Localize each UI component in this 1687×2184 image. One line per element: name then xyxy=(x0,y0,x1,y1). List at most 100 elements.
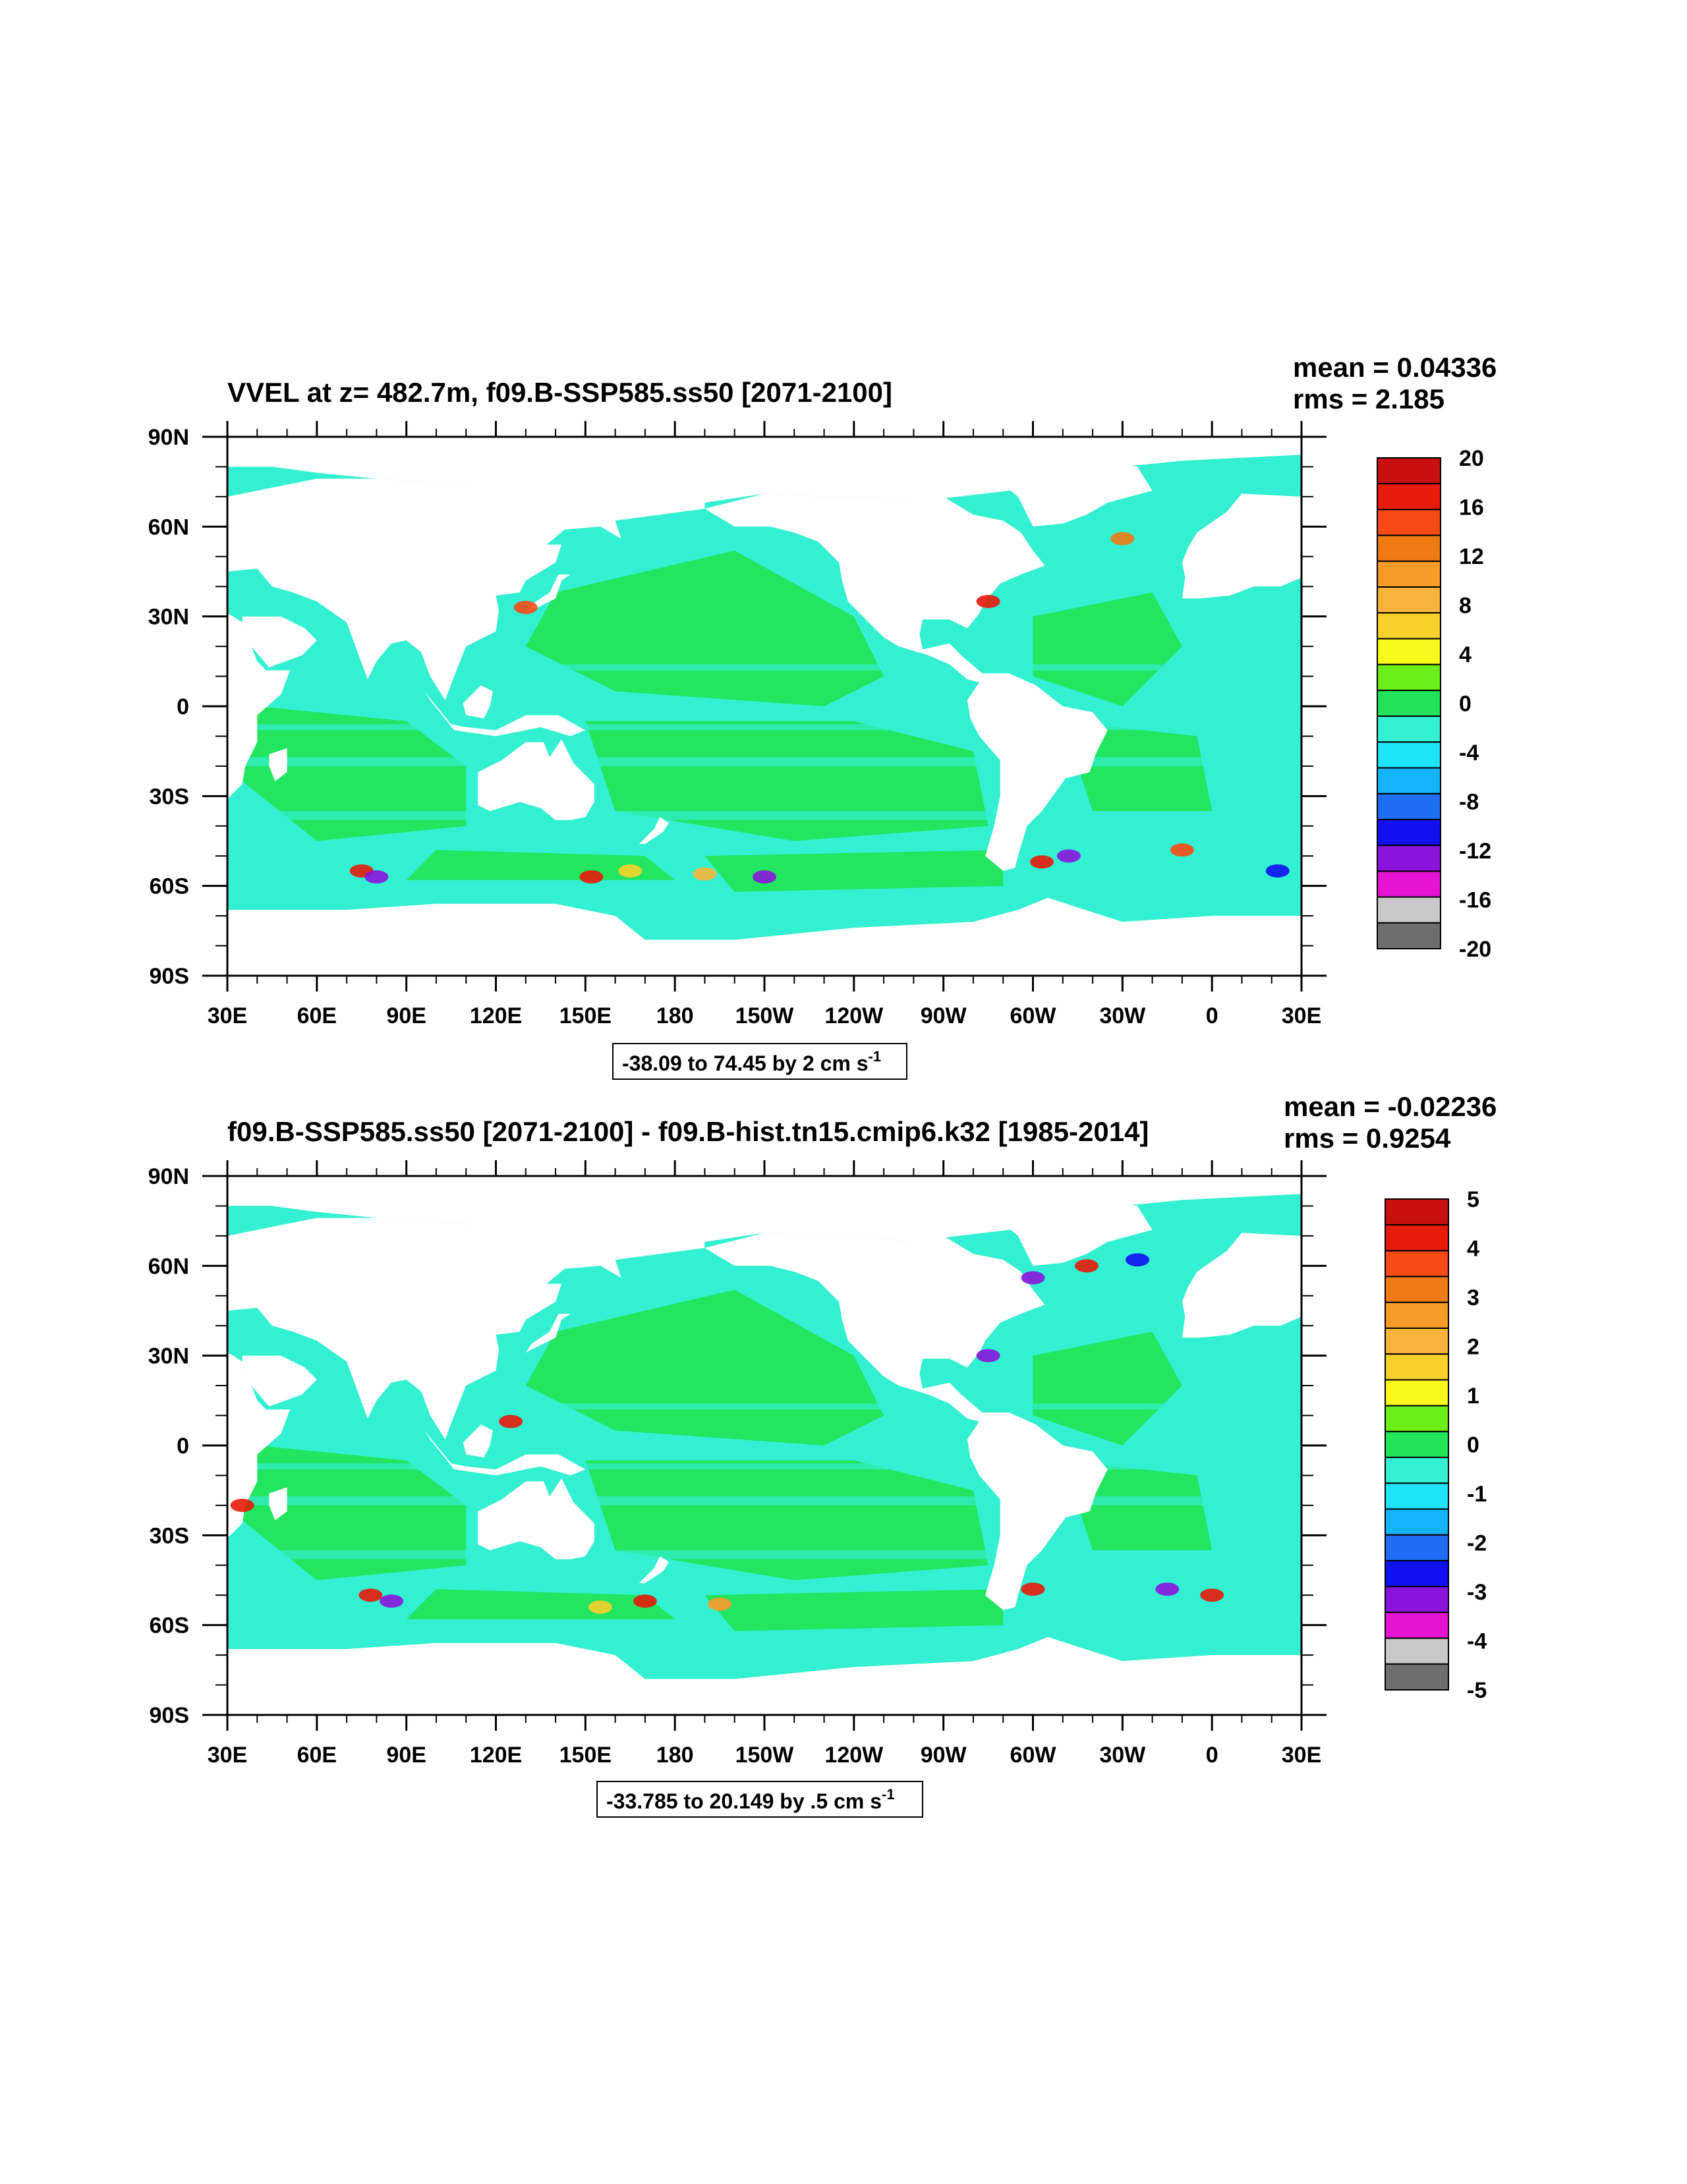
x-tick-label: 180 xyxy=(656,1743,694,1768)
anomaly-hotspot xyxy=(633,1594,657,1608)
x-tick-label: 60W xyxy=(1010,1003,1057,1028)
anomaly-hotspot xyxy=(1155,1582,1180,1596)
colorbar-swatch xyxy=(1377,741,1441,769)
x-tick-label: 150E xyxy=(559,1003,612,1028)
x-tick-label: 30E xyxy=(208,1003,248,1028)
anomaly-hotspot xyxy=(1200,1588,1224,1602)
colorbar-swatch xyxy=(1377,793,1441,820)
colorbar-swatch xyxy=(1385,1224,1449,1252)
ocean-cyan-band xyxy=(227,1583,1301,1590)
colorbar-label: -1 xyxy=(1467,1482,1487,1507)
land-mask-antarctica xyxy=(227,897,1301,976)
colorbar-label: -4 xyxy=(1459,741,1479,766)
anomaly-hotspot xyxy=(364,870,389,884)
colorbar-swatch xyxy=(1377,767,1441,795)
colorbar-swatch xyxy=(1377,534,1441,562)
ocean-green-region xyxy=(704,1589,1004,1631)
ocean-cyan-band xyxy=(227,664,1301,671)
x-tick-label: 60E xyxy=(297,1003,337,1028)
land-mask-eurasia xyxy=(227,1218,705,1440)
svg-text:-33.785 to 20.149 by .5 cm s-1: -33.785 to 20.149 by .5 cm s-1 xyxy=(606,1786,895,1813)
x-tick-label: 0 xyxy=(1206,1003,1218,1028)
colorbar-swatch xyxy=(1385,1301,1449,1330)
colorbar-swatch xyxy=(1385,1379,1449,1407)
bottom-map: 30E 60E 90E 120E 150E 180 150W 120W 90W 60W 30W 0 30… xyxy=(148,1160,1327,1768)
colorbar-label: 16 xyxy=(1459,495,1484,520)
top-colorbar: 20 16 12 8 4 0 -4 -8 -12 -16 -20 xyxy=(1377,446,1491,962)
y-tick-label: 0 xyxy=(177,1434,189,1459)
y-tick-label: 30N xyxy=(148,1344,189,1369)
colorbar-label: 2 xyxy=(1467,1335,1479,1360)
colorbar-swatch xyxy=(1377,689,1441,717)
colorbar-swatch xyxy=(1385,1275,1449,1303)
colorbar-label: -8 xyxy=(1459,790,1479,815)
bottom-panel-mean: mean = -0.02236 xyxy=(1284,1091,1497,1122)
anomaly-hotspot xyxy=(1125,1253,1149,1267)
ocean-cyan-band xyxy=(227,1550,1301,1559)
colorbar-swatch xyxy=(1385,1198,1449,1226)
land-mask-japan xyxy=(525,1314,571,1353)
colorbar-label: 3 xyxy=(1467,1285,1479,1310)
land-mask-australia xyxy=(478,739,594,820)
top-panel: VVEL at z= 482.7m, f09.B-SSP585.ss50 [20… xyxy=(148,352,1497,1080)
anomaly-hotspot xyxy=(499,1414,523,1428)
land-mask-europe_west xyxy=(1182,493,1301,599)
colorbar-swatch xyxy=(1385,1457,1449,1484)
x-tick-label: 120E xyxy=(470,1743,522,1768)
x-tick-label: 30E xyxy=(1282,1743,1322,1768)
bottom-panel-rms: rms = 0.9254 xyxy=(1284,1123,1451,1154)
y-tick-label: 60N xyxy=(148,515,189,540)
colorbar-swatch xyxy=(1377,612,1441,640)
colorbar-swatch xyxy=(1385,1430,1449,1459)
y-tick-label: 0 xyxy=(177,694,189,719)
land-mask-indonesia xyxy=(424,691,586,737)
ocean-cyan-band xyxy=(227,1403,1301,1410)
land-mask-eurasia xyxy=(227,478,705,700)
land-mask-europe_west xyxy=(1182,1233,1301,1338)
colorbar-swatch xyxy=(1385,1611,1449,1639)
land-mask-borneo xyxy=(463,685,493,719)
colorbar-label: -12 xyxy=(1459,839,1491,864)
land-mask-greenland xyxy=(988,455,1153,527)
colorbar-swatch xyxy=(1385,1405,1449,1432)
x-tick-label: 180 xyxy=(656,1003,694,1028)
top-panel-title: VVEL at z= 482.7m, f09.B-SSP585.ss50 [20… xyxy=(227,377,892,408)
x-tick-label: 120W xyxy=(824,1743,884,1768)
land-mask-nz xyxy=(639,1556,670,1583)
land-mask-australia xyxy=(478,1478,594,1559)
colorbar-swatch xyxy=(1385,1559,1449,1588)
x-tick-label: 0 xyxy=(1206,1743,1218,1768)
x-tick-label: 30W xyxy=(1099,1743,1146,1768)
svg-text:-38.09 to 74.45 by 2 cm s-1: -38.09 to 74.45 by 2 cm s-1 xyxy=(622,1048,881,1075)
land-mask-borneo xyxy=(463,1424,493,1458)
land-mask-africa xyxy=(227,1353,291,1538)
colorbar-swatch xyxy=(1385,1663,1449,1691)
anomaly-hotspot xyxy=(579,870,604,884)
colorbar-swatch xyxy=(1377,457,1441,485)
colorbar-label: 1 xyxy=(1467,1384,1479,1409)
ocean-green-region xyxy=(1033,592,1182,706)
land-mask-madagascar xyxy=(269,1487,287,1521)
ocean-cyan-band xyxy=(227,757,1301,766)
top-contour-info: -38.09 to 74.45 by 2 cm s xyxy=(622,1051,869,1075)
colorbar-swatch xyxy=(1377,896,1441,924)
colorbar-swatch xyxy=(1377,818,1441,847)
anomaly-hotspot xyxy=(693,867,717,881)
colorbar-label: -2 xyxy=(1467,1531,1487,1556)
top-map: 30E 60E 90E 120E 150E 180 150W 120W 90W 60W 30W 0 30… xyxy=(148,421,1327,1028)
ocean-green-region xyxy=(242,706,467,841)
x-tick-label: 150W xyxy=(735,1003,795,1028)
land-mask-madagascar xyxy=(269,748,287,781)
colorbar-swatch xyxy=(1377,663,1441,691)
top-contour-info-box: -38.09 to 74.45 by 2 cm s-1 xyxy=(612,1043,907,1080)
anomaly-hotspot xyxy=(976,1349,1000,1362)
colorbar-label: 20 xyxy=(1459,446,1484,471)
anomaly-hotspot xyxy=(588,1600,612,1614)
colorbar-label: 4 xyxy=(1467,1237,1479,1262)
land-mask-indonesia xyxy=(424,1430,586,1476)
colorbar-swatch xyxy=(1377,922,1441,949)
y-tick-label: 30S xyxy=(150,1523,190,1548)
colorbar-swatch xyxy=(1385,1534,1449,1561)
